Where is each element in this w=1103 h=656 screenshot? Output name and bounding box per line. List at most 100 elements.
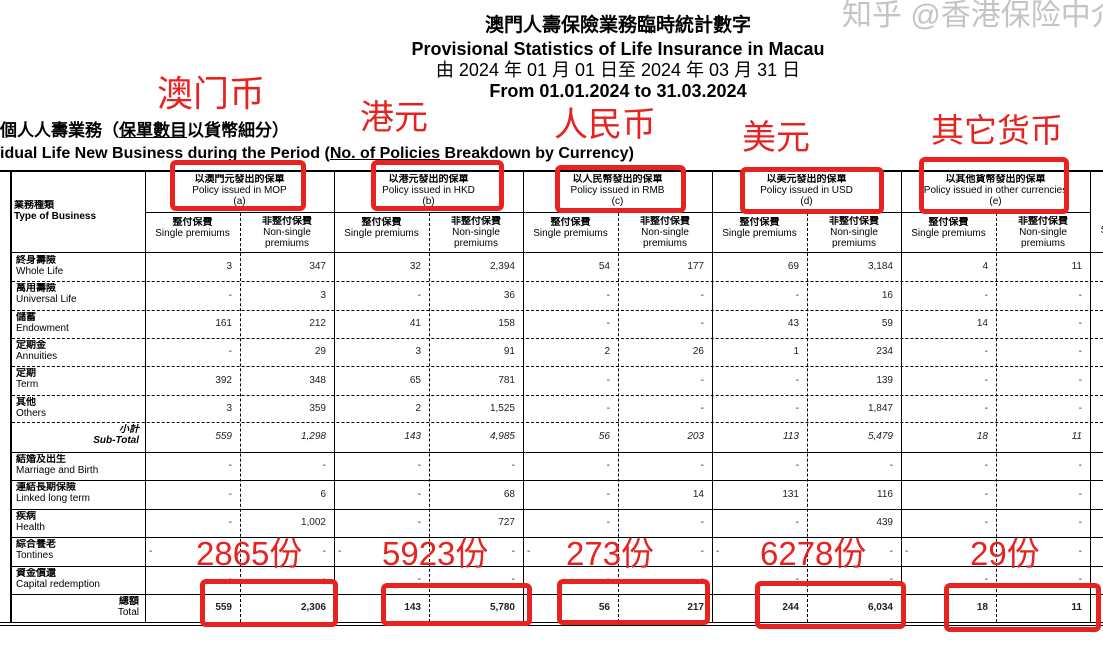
table-cell: 3,184 — [867, 261, 893, 272]
section-title-en: idual Life New Business during the Perio… — [0, 145, 634, 163]
table-cell: - — [606, 403, 610, 414]
truncated-header: S — [1094, 225, 1103, 239]
non-single-premiums-header: 非整付保費 Non-single premiums — [429, 216, 523, 250]
table-cell: 59 — [881, 318, 893, 329]
table-cell: 139 — [876, 375, 893, 386]
table-cell: 29 — [314, 346, 326, 357]
currency-header-en: Policy issued in other currencies — [923, 185, 1068, 196]
table-cell: 113 — [783, 431, 799, 442]
table-cell: - — [984, 517, 988, 528]
table-rule — [12, 422, 1103, 423]
row-label-zh: 定期金 — [16, 340, 46, 351]
table-cell: 5,479 — [867, 431, 893, 442]
table-cell: - — [417, 460, 421, 471]
section-zh-prefix: 個人人壽業務（ — [0, 121, 119, 140]
section-en-suffix: Breakdown by Currency) — [440, 145, 634, 162]
row-label-en: Others — [16, 408, 47, 419]
type-header-en: Type of Business — [14, 211, 97, 222]
currency-header-zh: 以港元發出的保單 — [388, 174, 469, 185]
nonsingle-zh: 非整付保費 — [451, 216, 501, 227]
table-cell: 6 — [320, 489, 326, 500]
table-cell: - — [1078, 574, 1082, 585]
table-cell: - — [322, 546, 326, 557]
total-annotation: 273份 — [566, 535, 655, 572]
table-cell: - — [795, 403, 799, 414]
total-annotation: 5923份 — [382, 535, 489, 572]
non-single-premiums-header: 非整付保費 Non-single premiums — [996, 216, 1090, 250]
row-label-sub-total: 小計 Sub-Total — [16, 424, 143, 452]
table-cell: 1,002 — [300, 517, 326, 528]
row-label-en: Term — [16, 379, 39, 390]
table-rule — [901, 170, 902, 622]
table-rule — [12, 310, 1103, 311]
table-rule — [12, 252, 1103, 253]
table-cell: - — [1078, 546, 1082, 557]
currency-annotation: 人民币 — [554, 106, 656, 144]
table-rule — [523, 170, 524, 622]
table-cell: 217 — [687, 602, 704, 613]
currency-header-code: (b) — [422, 196, 435, 207]
single-en: Single premiums — [155, 228, 230, 239]
table-rule — [12, 566, 1103, 567]
single-premiums-header: 整付保費 Single premiums — [523, 217, 618, 251]
table-cell: 559 — [215, 602, 232, 613]
table-cell: 2,306 — [300, 602, 326, 613]
table-cell: 36 — [503, 290, 515, 301]
table-cell: 143 — [404, 602, 421, 613]
row-label-zh: 資金償還 — [16, 568, 56, 579]
non-single-premiums-header: 非整付保費 Non-single premiums — [618, 216, 712, 250]
table-cell: - — [1078, 517, 1082, 528]
table-cell: - — [700, 318, 704, 329]
section-zh-underlined: 保單數目 — [119, 121, 187, 140]
table-cell: - — [511, 546, 515, 557]
watermark: 知乎 @香港保险中介 — [842, 0, 1103, 32]
table-cell: - — [700, 375, 704, 386]
row-label-zh: 連結長期保險 — [16, 482, 76, 493]
table-cell: - — [795, 574, 799, 585]
total-highlight-box — [381, 583, 532, 626]
table-cell: 56 — [598, 431, 610, 442]
sub-column-divider — [807, 213, 808, 622]
total-highlight-box — [557, 579, 710, 625]
table-cell: - — [984, 460, 988, 471]
table-cell: - — [700, 517, 704, 528]
table-rule — [12, 281, 1103, 282]
table-cell: 116 — [877, 489, 893, 500]
table-cell: - — [716, 546, 720, 557]
section-zh-suffix: 以貨幣細分） — [187, 121, 289, 140]
table-cell: 727 — [498, 517, 515, 528]
table-cell: - — [606, 517, 610, 528]
table-cell: - — [700, 290, 704, 301]
row-label-en: Total — [117, 607, 139, 618]
table-cell: - — [889, 460, 893, 471]
table-cell: - — [228, 517, 232, 528]
type-header: 業務種類 Type of Business — [14, 200, 144, 240]
table-cell: 2,394 — [489, 261, 515, 272]
row-label-zh: 儲蓄 — [16, 312, 36, 323]
section-en-prefix: idual Life New Business during the Perio… — [0, 145, 330, 162]
currency-highlight-box — [555, 165, 686, 213]
total-highlight-box — [755, 581, 906, 629]
table-cell: - — [606, 375, 610, 386]
nonsingle-zh: 非整付保費 — [829, 216, 879, 227]
table-rule — [1090, 170, 1091, 622]
table-cell: 11 — [1071, 261, 1082, 272]
currency-header-zh: 以美元發出的保單 — [766, 174, 847, 185]
table-cell: 203 — [687, 431, 704, 442]
period-zh: 由 2024 年 01 月 01 日至 2024 年 03 月 31 日 — [435, 60, 801, 80]
table-rule — [12, 537, 1103, 538]
table-cell: 11 — [1071, 431, 1082, 442]
table-cell: 14 — [692, 489, 704, 500]
table-cell: - — [338, 546, 342, 557]
currency-header-code: (d) — [800, 196, 813, 207]
table-cell: 56 — [598, 602, 610, 613]
table-cell: 359 — [309, 403, 326, 414]
row-label-en: Health — [16, 522, 45, 533]
row-label-total: 總額 Total — [16, 596, 143, 622]
table-cell: 439 — [876, 517, 893, 528]
total-annotation: 29份 — [970, 535, 1040, 572]
table-cell: - — [606, 318, 610, 329]
table-cell: 6,034 — [867, 602, 893, 613]
single-en: Single premiums — [911, 228, 986, 239]
table-cell: - — [1078, 290, 1082, 301]
